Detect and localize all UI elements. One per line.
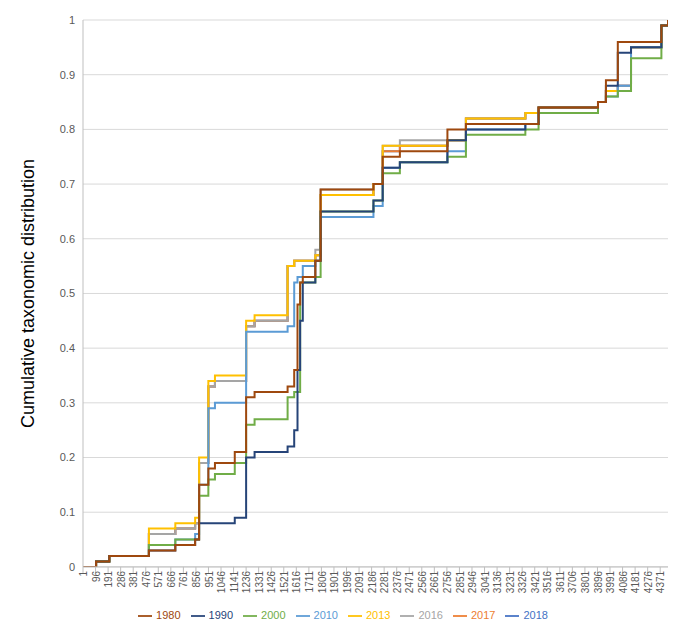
svg-text:2661: 2661 bbox=[429, 570, 440, 593]
svg-text:3611: 3611 bbox=[555, 570, 566, 592]
svg-text:2281: 2281 bbox=[379, 570, 390, 593]
svg-text:761: 761 bbox=[178, 570, 189, 587]
svg-text:286: 286 bbox=[116, 570, 127, 587]
svg-text:3516: 3516 bbox=[542, 570, 553, 593]
svg-text:3326: 3326 bbox=[517, 570, 528, 593]
svg-text:0.4: 0.4 bbox=[60, 342, 75, 354]
svg-text:1046: 1046 bbox=[216, 570, 227, 593]
svg-text:1806: 1806 bbox=[317, 570, 328, 593]
svg-text:2376: 2376 bbox=[392, 570, 403, 593]
svg-text:2091: 2091 bbox=[354, 570, 365, 593]
svg-text:1: 1 bbox=[69, 14, 75, 26]
svg-text:3136: 3136 bbox=[492, 570, 503, 593]
svg-text:3231: 3231 bbox=[505, 570, 516, 593]
svg-text:191: 191 bbox=[103, 570, 114, 587]
svg-text:1331: 1331 bbox=[254, 570, 265, 593]
svg-text:856: 856 bbox=[191, 570, 202, 587]
svg-text:1141: 1141 bbox=[229, 570, 240, 592]
svg-text:3421: 3421 bbox=[530, 570, 541, 593]
svg-text:4086: 4086 bbox=[618, 570, 629, 593]
svg-text:1901: 1901 bbox=[329, 570, 340, 593]
svg-text:1711: 1711 bbox=[304, 570, 315, 592]
svg-text:3801: 3801 bbox=[580, 570, 591, 593]
svg-text:2566: 2566 bbox=[417, 570, 428, 593]
svg-text:3041: 3041 bbox=[480, 570, 491, 593]
html-text:2018: 2018 bbox=[523, 608, 548, 621]
svg-text:0: 0 bbox=[69, 561, 75, 573]
svg-text:2851: 2851 bbox=[455, 570, 466, 593]
svg-text:0.8: 0.8 bbox=[60, 123, 75, 135]
svg-text:0.7: 0.7 bbox=[60, 178, 75, 190]
svg-text:3706: 3706 bbox=[567, 570, 578, 593]
svg-text:951: 951 bbox=[204, 570, 215, 587]
svg-text:Cumulative taxonomic distribut: Cumulative taxonomic distribution bbox=[18, 159, 38, 428]
svg-text:4181: 4181 bbox=[630, 570, 641, 593]
svg-text:2946: 2946 bbox=[467, 570, 478, 593]
svg-text:381: 381 bbox=[128, 570, 139, 587]
svg-text:3991: 3991 bbox=[605, 570, 616, 593]
svg-text:4371: 4371 bbox=[655, 570, 666, 593]
svg-text:0.3: 0.3 bbox=[60, 397, 75, 409]
svg-text:1521: 1521 bbox=[279, 570, 290, 593]
svg-text:0.9: 0.9 bbox=[60, 69, 75, 81]
svg-text:1616: 1616 bbox=[291, 570, 302, 593]
svg-text:1: 1 bbox=[78, 570, 89, 576]
svg-text:0.5: 0.5 bbox=[60, 287, 75, 299]
svg-text:2756: 2756 bbox=[442, 570, 453, 593]
svg-text:1996: 1996 bbox=[342, 570, 353, 593]
html-text:2000: 2000 bbox=[261, 608, 286, 621]
svg-text:476: 476 bbox=[141, 570, 152, 587]
svg-text:0.1: 0.1 bbox=[60, 506, 75, 518]
svg-text:2186: 2186 bbox=[367, 570, 378, 593]
html-text:2013: 2013 bbox=[366, 608, 391, 621]
svg-text:0.2: 0.2 bbox=[60, 451, 75, 463]
html-text:1980: 1980 bbox=[156, 608, 181, 621]
svg-text:96: 96 bbox=[91, 570, 102, 582]
svg-text:4276: 4276 bbox=[643, 570, 654, 593]
svg-text:3896: 3896 bbox=[593, 570, 604, 593]
html-text:2010: 2010 bbox=[313, 608, 338, 621]
html-text:2016: 2016 bbox=[418, 608, 443, 621]
html-text:1990: 1990 bbox=[208, 608, 233, 621]
svg-text:1236: 1236 bbox=[241, 570, 252, 593]
svg-text:666: 666 bbox=[166, 570, 177, 587]
svg-text:571: 571 bbox=[153, 570, 164, 587]
svg-text:2471: 2471 bbox=[404, 570, 415, 593]
svg-text:1426: 1426 bbox=[266, 570, 277, 593]
svg-text:0.6: 0.6 bbox=[60, 233, 75, 245]
html-text:2017: 2017 bbox=[471, 608, 496, 621]
